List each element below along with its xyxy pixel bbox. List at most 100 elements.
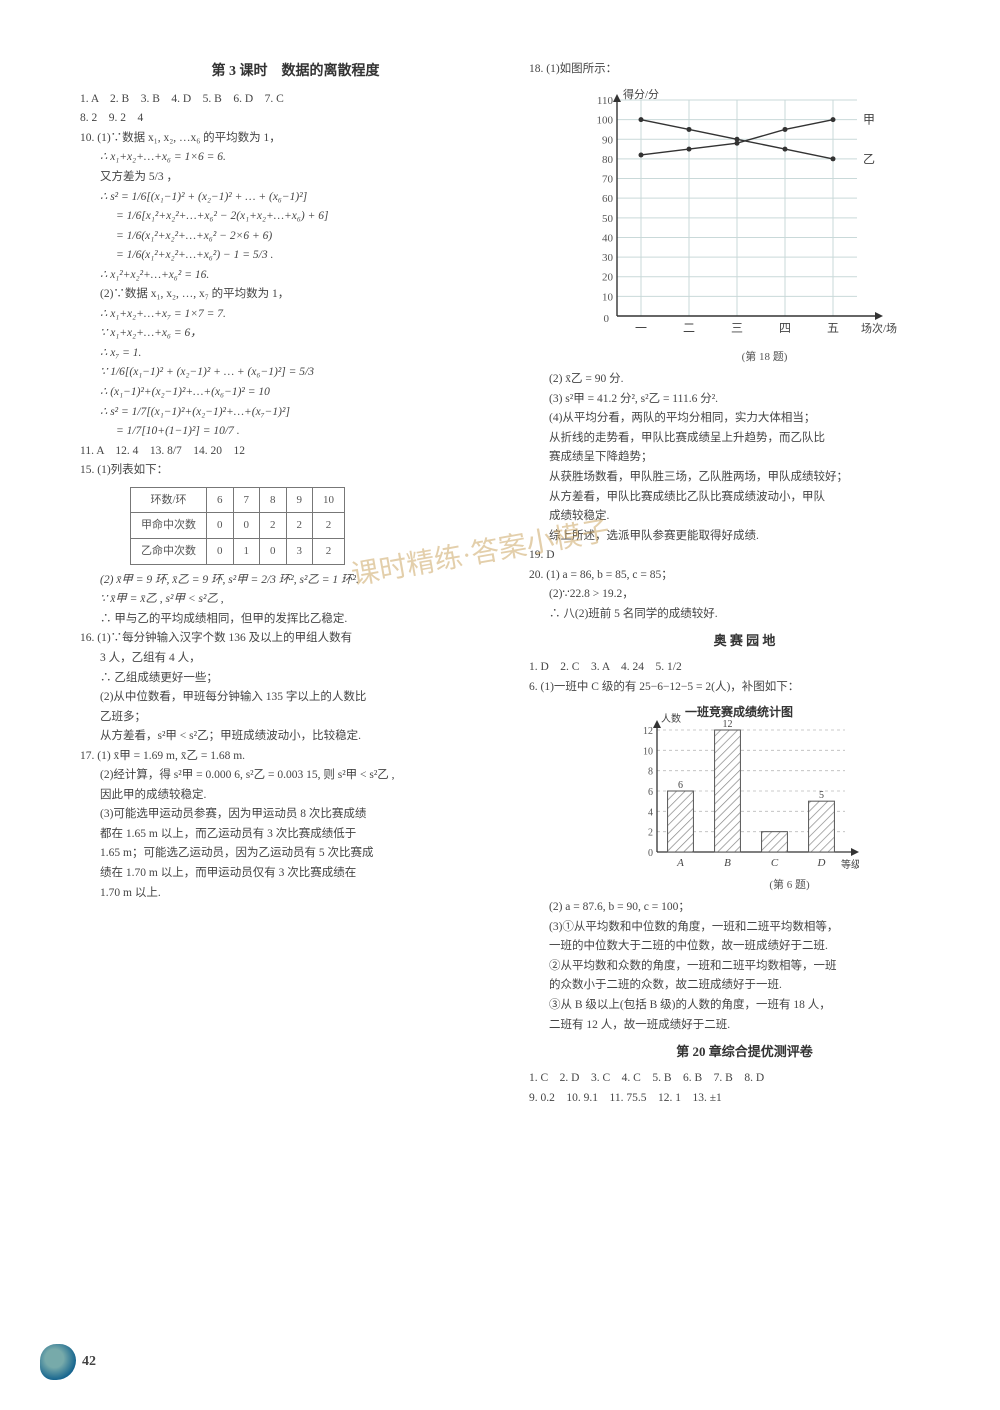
svg-text:0: 0 (604, 313, 610, 325)
q20-l1: 20. (1) a = 86, b = 85, c = 85； (529, 566, 960, 586)
svg-text:四: 四 (779, 321, 791, 335)
q16-l5: 乙班多； (80, 708, 511, 728)
table-cell: 0 (207, 539, 234, 565)
q10-l6: = 1/6(x₁²+x₂²+…+x₆²) − 1 = 5/3 . (80, 246, 511, 266)
table-cell: 甲命中次数 (131, 513, 207, 539)
svg-text:5: 5 (819, 790, 824, 801)
chart-18: 102030405060708090100110一二三四五得分/分场次/场0甲乙… (569, 86, 960, 367)
answer-row-3: 11. A 12. 4 13. 8/7 14. 20 12 (80, 442, 511, 462)
bar-chart-svg: 一班竞赛成绩统计图024681012人数等级A6B12CD5 (619, 704, 859, 874)
svg-text:二: 二 (683, 321, 695, 335)
svg-text:10: 10 (643, 746, 653, 757)
table-cell: 乙命中次数 (131, 539, 207, 565)
q17-l4: (3)可能选甲运动员参赛，因为甲运动员 8 次比赛成绩 (80, 805, 511, 825)
table-cell: 1 (233, 539, 260, 565)
ch20-l2: 9. 0.2 10. 9.1 11. 75.5 12. 1 13. ±1 (529, 1089, 960, 1109)
q18-l9: 综上所述，选派甲队参赛更能取得好成绩. (529, 527, 960, 547)
table-cell: 2 (286, 513, 313, 539)
svg-text:0: 0 (648, 848, 653, 859)
q17-l1: 17. (1) x̄甲 = 1.69 m, x̄乙 = 1.68 m. (80, 747, 511, 767)
q6-l6: 的众数小于二班的众数，故二班成绩好于一班. (529, 976, 960, 996)
svg-text:40: 40 (602, 232, 614, 244)
svg-text:110: 110 (597, 95, 614, 107)
q10-l1: ∴ x₁+x₂+…+x₆ = 1×6 = 6. (80, 148, 511, 168)
q6-l3: (3)①从平均数和中位数的角度，一班和二班平均数相等， (529, 918, 960, 938)
q16-l6: 从方差看，s²甲 < s²乙；甲班成绩波动小，比较稳定. (80, 727, 511, 747)
q15-l2: ∵ x̄甲 = x̄乙 , s²甲 < s²乙 , (80, 590, 511, 610)
q15-table: 环数/环678910 甲命中次数00222 乙命中次数01032 (130, 487, 345, 565)
table-cell: 0 (260, 539, 287, 565)
q18-l2: (3) s²甲 = 41.2 分², s²乙 = 111.6 分². (529, 390, 960, 410)
page-number-badge: 42 (40, 1344, 96, 1380)
table-header-cell: 7 (233, 487, 260, 513)
q10-head: 10. (1)∵数据 x₁, x₂, …x₆ 的平均数为 1， (80, 129, 511, 149)
svg-text:50: 50 (602, 212, 614, 224)
q15-l3: ∴ 甲与乙的平均成绩相同，但甲的发挥比乙稳定. (80, 610, 511, 630)
q10-2l3: ∴ x₇ = 1. (80, 344, 511, 364)
q17-l7: 绩在 1.70 m 以上，而甲运动员仅有 3 次比赛成绩在 (80, 864, 511, 884)
dolphin-icon (40, 1344, 76, 1380)
q10-l5: = 1/6(x₁²+x₂²+…+x₆² − 2×6 + 6) (80, 227, 511, 247)
svg-text:等级: 等级 (841, 858, 859, 871)
q10-2l4: ∵ 1/6[(x₁−1)² + (x₂−1)² + … + (x₆−1)²] =… (80, 363, 511, 383)
q18-l6: 从获胜场数看，甲队胜三场，乙队胜两场，甲队成绩较好； (529, 468, 960, 488)
q6-l7: ③从 B 级以上(包括 B 级)的人数的角度，一班有 18 人， (529, 996, 960, 1016)
table-cell: 2 (313, 539, 345, 565)
svg-text:12: 12 (643, 726, 653, 737)
q17-l3: 因此甲的成绩较稳定. (80, 786, 511, 806)
svg-text:一: 一 (635, 321, 647, 335)
svg-text:场次/场: 场次/场 (861, 321, 897, 335)
table-cell: 2 (260, 513, 287, 539)
svg-text:8: 8 (648, 766, 653, 777)
svg-text:6: 6 (678, 780, 683, 791)
q16-l2: 3 人，乙组有 4 人， (80, 649, 511, 669)
answer-row-1: 1. A 2. B 3. B 4. D 5. B 6. D 7. C (80, 90, 511, 110)
page-number: 42 (82, 1350, 96, 1374)
q17-l6: 1.65 m；可能选乙运动员，因为乙运动员有 5 次比赛成 (80, 844, 511, 864)
chart-6: 一班竞赛成绩统计图024681012人数等级A6B12CD5 (第 6 题) (619, 704, 960, 895)
svg-text:得分/分: 得分/分 (623, 88, 659, 101)
q18-l4: 从折线的走势看，甲队比赛成绩呈上升趋势，而乙队比 (529, 429, 960, 449)
chart18-caption: (第 18 题) (569, 348, 960, 367)
q6-l2: (2) a = 87.6, b = 90, c = 100； (529, 898, 960, 918)
table-cell: 2 (313, 513, 345, 539)
q16-l1: 16. (1)∵每分钟输入汉字个数 136 及以上的甲组人数有 (80, 629, 511, 649)
table-cell: 3 (286, 539, 313, 565)
q10-l4: = 1/6[x₁²+x₂²+…+x₆² − 2(x₁+x₂+…+x₆) + 6] (80, 207, 511, 227)
q17-l8: 1.70 m 以上. (80, 884, 511, 904)
q10-2l7: = 1/7[10+(1−1)²] = 10/7 . (80, 422, 511, 442)
q6-l4: 一班的中位数大于二班的中位数，故一班成绩好于二班. (529, 937, 960, 957)
q18-l7: 从方差看，甲队比赛成绩比乙队比赛成绩波动小，甲队 (529, 488, 960, 508)
table-header-cell: 8 (260, 487, 287, 513)
table-cell: 0 (233, 513, 260, 539)
svg-text:A: A (676, 857, 684, 869)
q18-l3: (4)从平均分看，两队的平均分相同，实力大体相当； (529, 409, 960, 429)
q16-l4: (2)从中位数看，甲班每分钟输入 135 字以上的人数比 (80, 688, 511, 708)
svg-text:C: C (771, 857, 779, 869)
q10-l3: ∴ s² = 1/6[(x₁−1)² + (x₂−1)² + … + (x₆−1… (80, 188, 511, 208)
q6-l1: 6. (1)一班中 C 级的有 25−6−12−5 = 2(人)，补图如下： (529, 678, 960, 698)
q18-l8: 成绩较稳定. (529, 507, 960, 527)
q6-l8: 二班有 12 人，故一班成绩好于二班. (529, 1016, 960, 1036)
svg-text:100: 100 (597, 114, 614, 126)
q18-l5: 赛成绩呈下降趋势； (529, 448, 960, 468)
q17-l2: (2)经计算，得 s²甲 = 0.000 6, s²乙 = 0.003 15, … (80, 766, 511, 786)
table-header-cell: 9 (286, 487, 313, 513)
svg-text:D: D (817, 857, 826, 869)
q15-l1: (2) x̄甲 = 9 环, x̄乙 = 9 环, s²甲 = 2/3 环², … (80, 571, 511, 591)
svg-text:甲: 甲 (863, 112, 875, 126)
svg-text:2: 2 (648, 827, 653, 838)
contest-ans: 1. D 2. C 3. A 4. 24 5. 1/2 (529, 658, 960, 678)
svg-text:30: 30 (602, 252, 614, 264)
svg-text:10: 10 (602, 291, 614, 303)
table-header-cell: 环数/环 (131, 487, 207, 513)
svg-text:60: 60 (602, 193, 614, 205)
chart6-caption: (第 6 题) (619, 876, 960, 895)
svg-text:B: B (724, 857, 731, 869)
q15-head: 15. (1)列表如下： (80, 461, 511, 481)
q20-l3: ∴ 八(2)班前 5 名同学的成绩较好. (529, 605, 960, 625)
table-header-cell: 6 (207, 487, 234, 513)
line-chart-svg: 102030405060708090100110一二三四五得分/分场次/场0甲乙 (569, 86, 899, 346)
svg-text:三: 三 (731, 321, 743, 335)
q10-2l5: ∴ (x₁−1)²+(x₂−1)²+…+(x₆−1)² = 10 (80, 383, 511, 403)
